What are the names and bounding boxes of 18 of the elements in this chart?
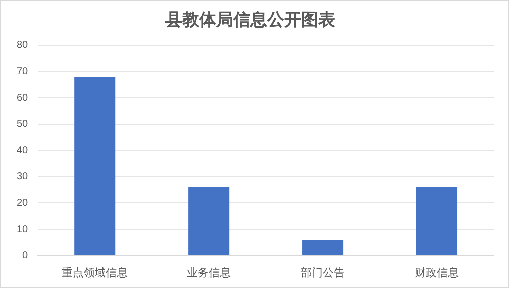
x-tick-label: 重点领域信息 [62, 266, 128, 280]
x-tick-label: 业务信息 [187, 266, 232, 280]
bar [74, 76, 116, 256]
x-tick-label: 财政信息 [415, 266, 460, 280]
bar [302, 240, 344, 256]
y-tick-label: 70 [17, 66, 29, 78]
y-tick-label: 40 [17, 145, 29, 156]
chart-title: 县教体局信息公开图表 [164, 10, 336, 31]
y-tick-label: 60 [17, 92, 29, 104]
bar [416, 187, 458, 256]
y-tick-label: 0 [22, 250, 29, 262]
bar [188, 187, 230, 256]
y-tick-label: 80 [17, 40, 29, 52]
y-tick-label: 20 [17, 198, 29, 209]
y-tick-label: 30 [17, 172, 29, 183]
x-tick-label: 部门公告 [301, 266, 346, 280]
y-tick-label: 10 [17, 224, 29, 236]
y-tick-label: 50 [17, 119, 29, 130]
